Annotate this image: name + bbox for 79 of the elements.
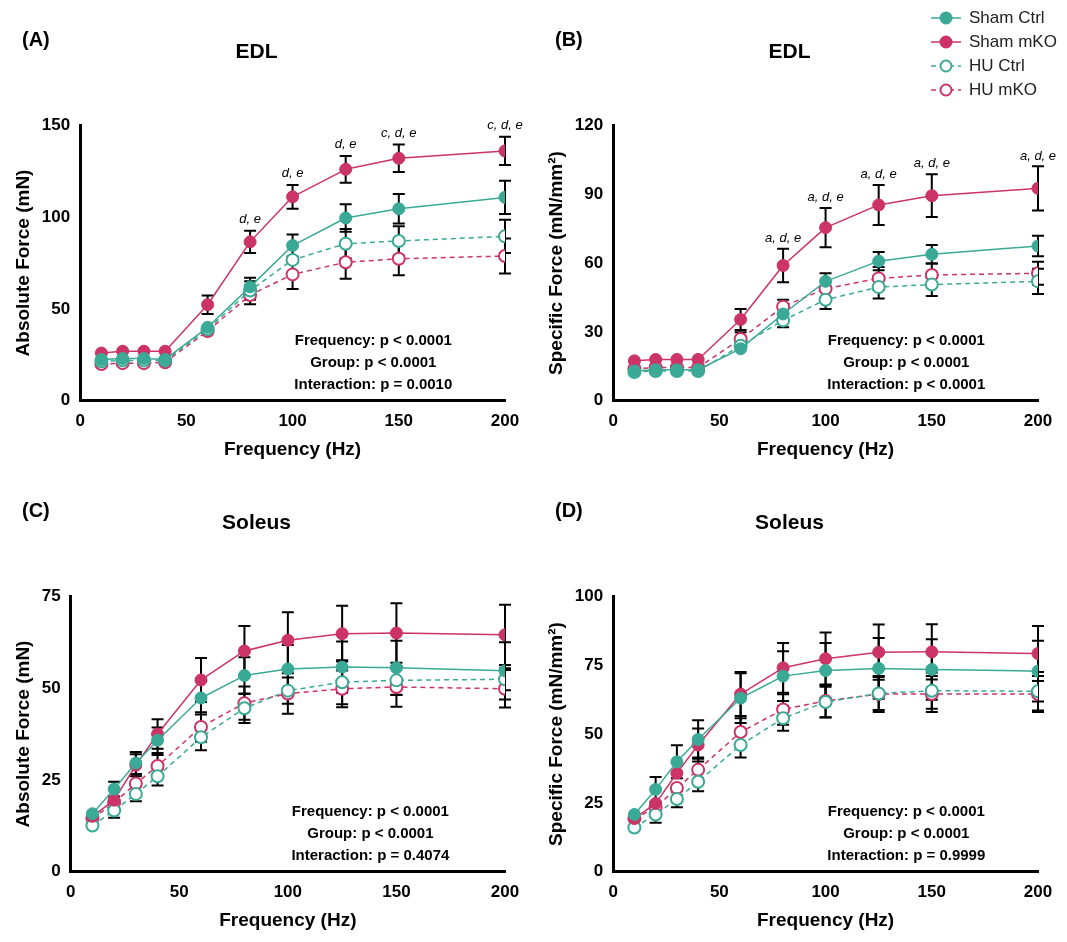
annotation: Group: p < 0.0001 bbox=[843, 352, 970, 370]
x-tick-label: 150 bbox=[384, 410, 413, 430]
legend-label: HU mKO bbox=[969, 79, 1037, 99]
annotation: Interaction: p = 0.0010 bbox=[294, 374, 453, 392]
y-axis-title: Specific Force (mN/mm²) bbox=[544, 151, 566, 375]
annotation: a, d, e bbox=[860, 166, 897, 182]
x-tick-label: 0 bbox=[608, 881, 618, 901]
annotation: Group: p < 0.0001 bbox=[307, 823, 434, 841]
y-tick-label: 0 bbox=[60, 390, 71, 410]
x-tick-label: 150 bbox=[917, 881, 946, 901]
x-axis-title: Frequency (Hz) bbox=[756, 437, 895, 459]
chart-title: Soleus bbox=[222, 510, 291, 534]
x-tick-label: 50 bbox=[709, 881, 729, 901]
x-tick-label: 200 bbox=[1023, 881, 1053, 901]
x-tick-label: 50 bbox=[176, 410, 196, 430]
x-tick-label: 50 bbox=[709, 410, 729, 430]
text: (C) bbox=[22, 498, 50, 521]
y-tick-label: 75 bbox=[584, 654, 604, 674]
annotation: Frequency: p < 0.0001 bbox=[827, 330, 985, 348]
annotation: Group: p < 0.0001 bbox=[843, 823, 970, 841]
chart-title: EDL bbox=[768, 39, 811, 63]
y-axis-title: Absolute Force (mN) bbox=[11, 169, 33, 357]
annotation: a, d, e bbox=[1019, 147, 1057, 163]
x-axis-title: Frequency (Hz) bbox=[219, 908, 357, 930]
x-tick-label: 200 bbox=[1023, 410, 1053, 430]
x-tick-label: 0 bbox=[75, 410, 85, 430]
annotation: Group: p < 0.0001 bbox=[310, 352, 437, 370]
text: (D) bbox=[555, 498, 583, 521]
y-tick-label: 0 bbox=[51, 861, 61, 881]
annotation: c, d, e bbox=[381, 124, 417, 140]
chart-title: Soleus bbox=[755, 510, 824, 534]
y-tick-label: 150 bbox=[41, 114, 71, 134]
annotation: Frequency: p < 0.0001 bbox=[294, 330, 452, 348]
y-tick-label: 30 bbox=[584, 321, 604, 341]
annotation: Frequency: p < 0.0001 bbox=[291, 801, 449, 819]
annotation: Interaction: p = 0.4074 bbox=[291, 845, 451, 863]
y-tick-label: 100 bbox=[41, 206, 71, 226]
y-tick-label: 100 bbox=[574, 585, 604, 605]
y-axis-title: Absolute Force (mN) bbox=[11, 640, 33, 828]
x-tick-label: 50 bbox=[169, 881, 189, 901]
x-tick-label: 200 bbox=[490, 410, 520, 430]
legend-label: HU Ctrl bbox=[969, 55, 1025, 75]
y-tick-label: 50 bbox=[51, 298, 71, 318]
legend-label: Sham mKO bbox=[969, 31, 1057, 51]
y-tick-label: 0 bbox=[593, 390, 604, 410]
x-tick-label: 100 bbox=[811, 410, 840, 430]
annotation: Frequency: p < 0.0001 bbox=[827, 801, 985, 819]
annotation: d, e bbox=[334, 135, 357, 151]
annotation: a, d, e bbox=[807, 188, 844, 204]
x-axis-title: Frequency (Hz) bbox=[223, 437, 362, 459]
y-tick-label: 75 bbox=[41, 585, 61, 605]
y-tick-label: 25 bbox=[41, 769, 61, 789]
y-tick-label: 25 bbox=[584, 792, 604, 812]
y-tick-label: 120 bbox=[574, 114, 604, 134]
x-tick-label: 150 bbox=[917, 410, 946, 430]
x-tick-label: 200 bbox=[490, 881, 520, 901]
x-tick-label: 100 bbox=[811, 881, 840, 901]
y-tick-label: 60 bbox=[584, 252, 604, 272]
x-tick-label: 100 bbox=[278, 410, 307, 430]
chart-title: EDL bbox=[235, 39, 278, 63]
y-tick-label: 0 bbox=[593, 861, 604, 881]
annotation: d, e bbox=[281, 165, 304, 181]
annotation: d, e bbox=[239, 211, 261, 227]
annotation: a, d, e bbox=[913, 154, 950, 170]
annotation: c, d, e bbox=[487, 117, 523, 133]
annotation: a, d, e bbox=[765, 230, 802, 246]
y-axis-title: Specific Force (mN/mm²) bbox=[544, 622, 566, 846]
legend-label: Sham Ctrl bbox=[969, 7, 1045, 27]
x-tick-label: 100 bbox=[273, 881, 303, 901]
x-tick-label: 0 bbox=[608, 410, 618, 430]
text: (B) bbox=[555, 27, 583, 50]
x-axis-title: Frequency (Hz) bbox=[756, 908, 895, 930]
annotation: Interaction: p < 0.0001 bbox=[827, 374, 986, 392]
y-tick-label: 50 bbox=[584, 723, 604, 743]
text: (A) bbox=[22, 27, 50, 50]
x-tick-label: 150 bbox=[382, 881, 411, 901]
y-tick-label: 90 bbox=[584, 183, 604, 203]
annotation: Interaction: p = 0.9999 bbox=[827, 845, 986, 863]
y-tick-label: 50 bbox=[41, 677, 61, 697]
